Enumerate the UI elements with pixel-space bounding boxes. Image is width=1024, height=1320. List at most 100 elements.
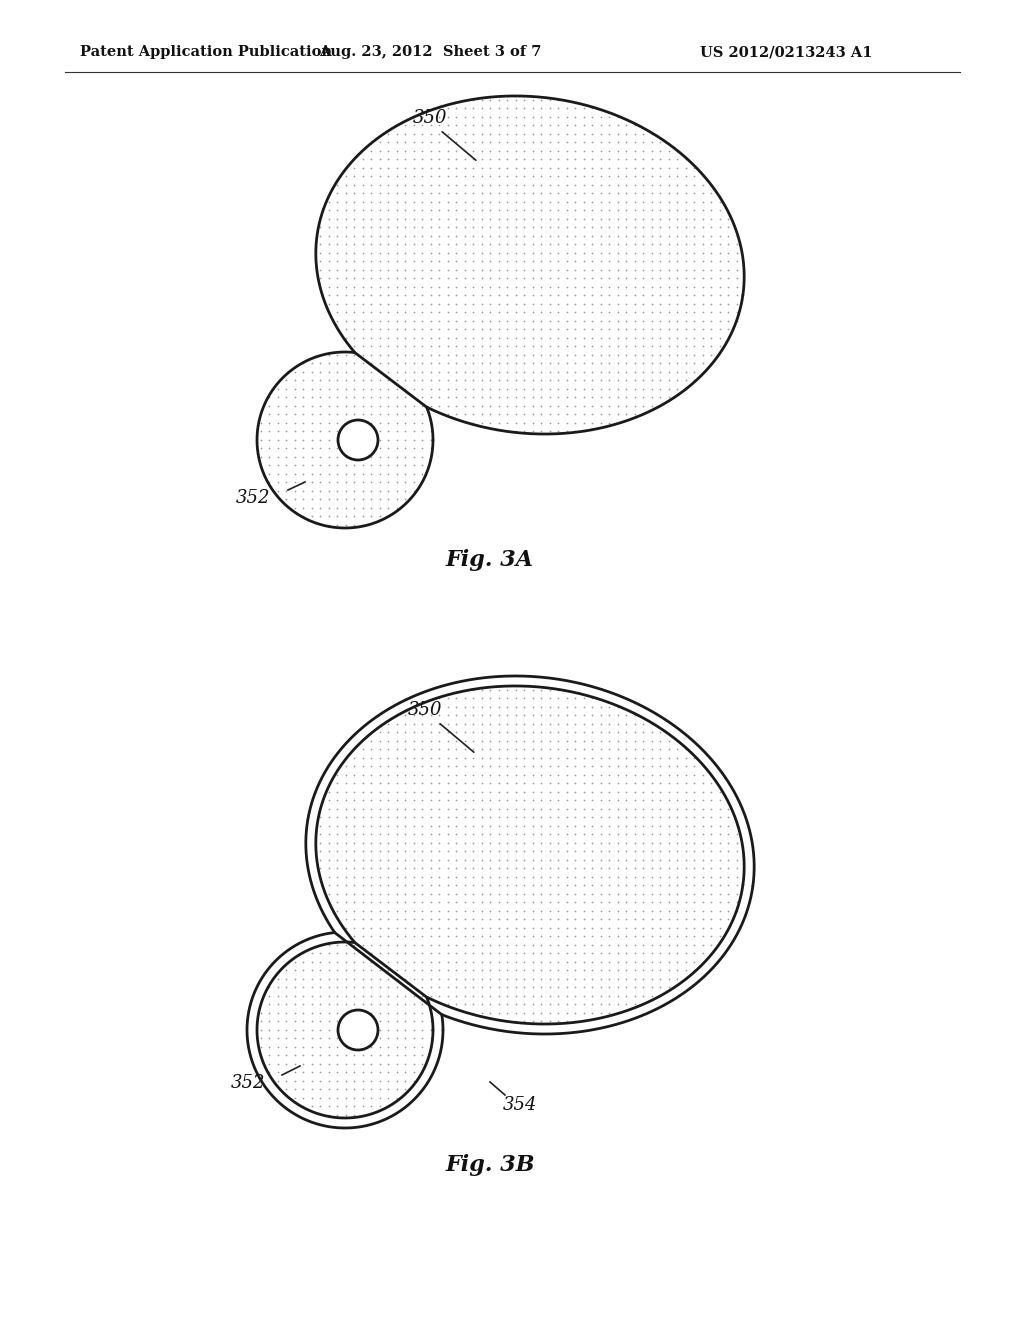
Point bbox=[397, 310, 414, 331]
Point bbox=[617, 140, 634, 161]
Point bbox=[329, 199, 345, 220]
Point bbox=[406, 1027, 422, 1048]
Point bbox=[524, 797, 541, 818]
Point bbox=[575, 789, 592, 810]
Point bbox=[388, 140, 404, 161]
Point bbox=[652, 301, 669, 322]
Point bbox=[354, 259, 371, 280]
Point bbox=[490, 191, 507, 213]
Point bbox=[457, 908, 473, 929]
Point bbox=[482, 705, 499, 726]
Point bbox=[592, 310, 608, 331]
Point bbox=[499, 335, 515, 356]
Point bbox=[677, 755, 693, 776]
Point bbox=[354, 370, 371, 391]
Point bbox=[329, 797, 345, 818]
Point bbox=[609, 301, 626, 322]
Point bbox=[388, 841, 404, 862]
Point bbox=[422, 157, 438, 178]
Point bbox=[465, 891, 481, 912]
Point bbox=[337, 1061, 353, 1082]
Point bbox=[422, 276, 438, 297]
Point bbox=[287, 496, 303, 517]
Point bbox=[635, 764, 651, 785]
Point bbox=[362, 454, 379, 475]
Point bbox=[337, 370, 353, 391]
Point bbox=[406, 370, 422, 391]
Point bbox=[694, 942, 711, 964]
Point bbox=[422, 968, 438, 989]
Point bbox=[380, 506, 396, 527]
Point bbox=[558, 182, 574, 203]
Point bbox=[532, 284, 549, 305]
Point bbox=[431, 234, 447, 255]
Point bbox=[346, 942, 362, 964]
Point bbox=[465, 387, 481, 408]
Point bbox=[397, 764, 414, 785]
Point bbox=[635, 174, 651, 195]
Point bbox=[422, 216, 438, 238]
Point bbox=[601, 395, 617, 416]
Point bbox=[380, 942, 396, 964]
Point bbox=[380, 772, 396, 793]
Point bbox=[447, 807, 464, 828]
Point bbox=[677, 747, 693, 768]
Point bbox=[558, 942, 574, 964]
Point bbox=[354, 960, 371, 981]
Point bbox=[406, 446, 422, 467]
Point bbox=[337, 824, 353, 845]
Point bbox=[635, 950, 651, 972]
Text: 354: 354 bbox=[503, 1096, 538, 1114]
Point bbox=[380, 925, 396, 946]
Point bbox=[507, 994, 523, 1015]
Point bbox=[567, 994, 584, 1015]
Point bbox=[643, 259, 659, 280]
Point bbox=[380, 157, 396, 178]
Point bbox=[406, 772, 422, 793]
Point bbox=[584, 310, 600, 331]
Point bbox=[388, 1027, 404, 1048]
Point bbox=[278, 1019, 294, 1040]
Point bbox=[457, 115, 473, 136]
Point bbox=[575, 352, 592, 374]
Point bbox=[686, 216, 702, 238]
Point bbox=[447, 301, 464, 322]
Point bbox=[346, 496, 362, 517]
Point bbox=[532, 182, 549, 203]
Point bbox=[652, 841, 669, 862]
Point bbox=[694, 199, 711, 220]
Point bbox=[686, 858, 702, 879]
Point bbox=[550, 789, 566, 810]
Point bbox=[482, 942, 499, 964]
Point bbox=[677, 276, 693, 297]
Point bbox=[422, 908, 438, 929]
Point bbox=[321, 797, 337, 818]
Point bbox=[584, 960, 600, 981]
Point bbox=[372, 140, 388, 161]
Point bbox=[457, 688, 473, 709]
Point bbox=[720, 310, 736, 331]
Point bbox=[465, 132, 481, 153]
Point bbox=[702, 318, 719, 339]
Point bbox=[609, 696, 626, 717]
Point bbox=[414, 268, 430, 289]
Point bbox=[567, 935, 584, 956]
Point bbox=[380, 950, 396, 972]
Point bbox=[694, 849, 711, 870]
Point bbox=[490, 891, 507, 912]
Point bbox=[295, 1096, 311, 1117]
Point bbox=[346, 301, 362, 322]
Point bbox=[397, 412, 414, 433]
Point bbox=[499, 157, 515, 178]
Point bbox=[677, 345, 693, 366]
Point bbox=[499, 696, 515, 717]
Point bbox=[346, 1053, 362, 1074]
Point bbox=[490, 730, 507, 751]
Point bbox=[406, 293, 422, 314]
Point bbox=[601, 814, 617, 836]
Point bbox=[465, 696, 481, 717]
Point bbox=[447, 935, 464, 956]
Point bbox=[532, 148, 549, 169]
Point bbox=[346, 917, 362, 939]
Point bbox=[601, 404, 617, 425]
